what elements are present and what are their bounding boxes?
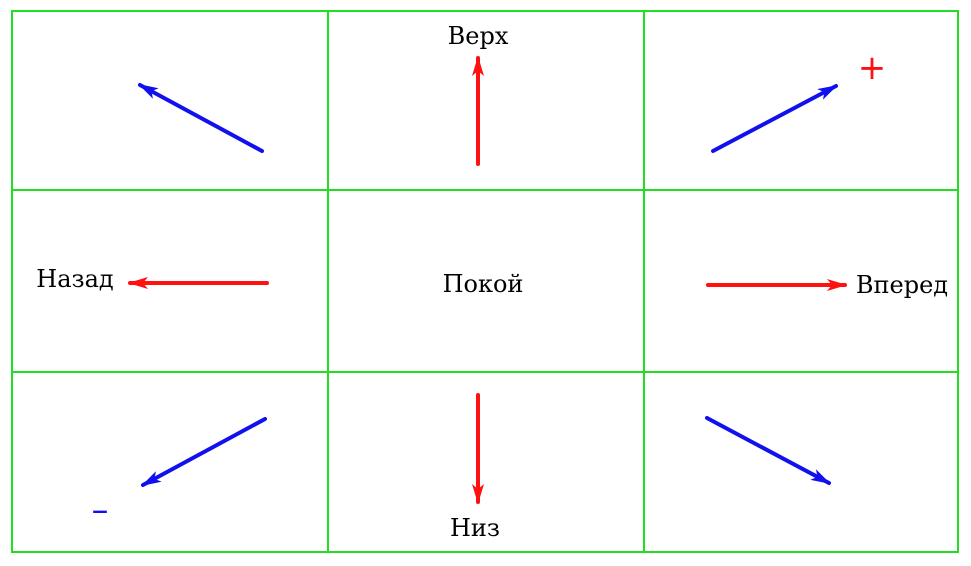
arrow-up-back [138, 83, 264, 153]
label-down: Низ [450, 514, 500, 542]
primary-arrows [128, 56, 847, 504]
arrow-up-forward [711, 84, 838, 153]
minus-sign: – [92, 490, 109, 530]
diagonal-arrows [138, 83, 838, 487]
label-back: Назад [36, 265, 113, 293]
grid [11, 10, 959, 553]
plus-sign: + [858, 48, 887, 88]
label-up: Верх [448, 22, 509, 50]
grid-border [11, 10, 959, 553]
arrow-down-back [141, 417, 267, 487]
arrow-down-forward [705, 416, 831, 485]
label-forward: Вперед [856, 271, 948, 299]
label-rest: Покой [443, 270, 524, 298]
